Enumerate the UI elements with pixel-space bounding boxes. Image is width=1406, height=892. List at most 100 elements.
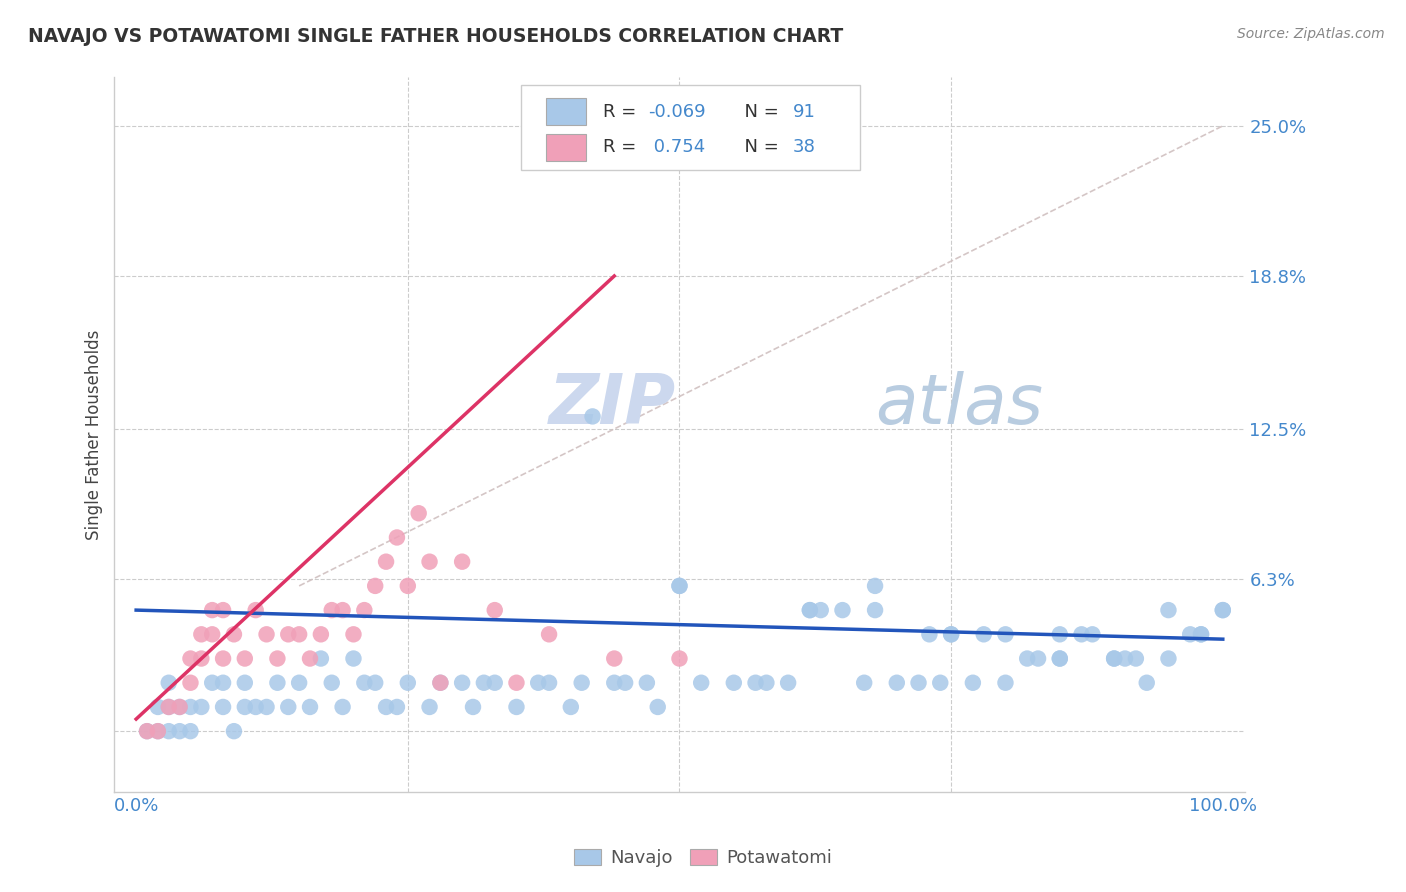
Point [1125, 651, 1147, 665]
Point [1157, 603, 1180, 617]
Point [505, 700, 527, 714]
Point [169, 700, 191, 714]
Point [201, 675, 224, 690]
Point [256, 700, 278, 714]
FancyBboxPatch shape [522, 85, 860, 170]
Point [1081, 627, 1104, 641]
Point [907, 675, 929, 690]
Point [647, 700, 669, 714]
Point [419, 700, 441, 714]
Text: 0.754: 0.754 [648, 138, 704, 156]
Point [212, 675, 235, 690]
Point [212, 603, 235, 617]
Text: ZIP: ZIP [550, 371, 676, 438]
Point [222, 724, 245, 739]
Point [136, 724, 159, 739]
Point [1102, 651, 1125, 665]
Point [451, 555, 474, 569]
Text: N =: N = [733, 138, 785, 156]
Point [636, 675, 658, 690]
Point [353, 603, 375, 617]
Point [962, 675, 984, 690]
Point [799, 603, 821, 617]
Point [723, 675, 745, 690]
Point [831, 603, 853, 617]
Point [222, 627, 245, 641]
Point [169, 724, 191, 739]
Point [190, 627, 212, 641]
Point [179, 651, 201, 665]
Text: -0.069: -0.069 [648, 103, 706, 120]
Point [527, 675, 550, 690]
Point [190, 700, 212, 714]
Point [201, 627, 224, 641]
Point [939, 627, 962, 641]
Bar [546, 98, 586, 125]
Point [288, 675, 311, 690]
Point [190, 651, 212, 665]
Point [157, 675, 180, 690]
Text: atlas: atlas [875, 371, 1043, 438]
Point [571, 675, 593, 690]
Y-axis label: Single Father Households: Single Father Households [86, 329, 103, 540]
Point [298, 651, 321, 665]
Point [1114, 651, 1136, 665]
Point [1157, 651, 1180, 665]
Text: R =: R = [603, 103, 641, 120]
Point [1180, 627, 1202, 641]
Point [1049, 627, 1071, 641]
Point [408, 506, 430, 520]
Point [1212, 603, 1234, 617]
Point [298, 700, 321, 714]
Point [505, 675, 527, 690]
Point [233, 700, 256, 714]
Point [245, 603, 267, 617]
Point [581, 409, 603, 424]
Point [321, 603, 343, 617]
Point [929, 675, 952, 690]
Point [332, 700, 354, 714]
Point [332, 603, 354, 617]
Legend: Navajo, Potawatomi: Navajo, Potawatomi [567, 841, 839, 874]
Point [233, 675, 256, 690]
Point [385, 531, 408, 545]
Text: 38: 38 [793, 138, 815, 156]
Point [396, 579, 419, 593]
Point [538, 675, 561, 690]
Point [342, 627, 364, 641]
Point [385, 700, 408, 714]
Point [484, 603, 506, 617]
Point [353, 675, 375, 690]
Point [1070, 627, 1092, 641]
Point [179, 675, 201, 690]
Point [309, 651, 332, 665]
Point [1049, 651, 1071, 665]
Point [1136, 675, 1159, 690]
Point [1212, 603, 1234, 617]
Bar [546, 134, 586, 161]
Point [375, 555, 398, 569]
Point [277, 627, 299, 641]
Point [668, 579, 690, 593]
Point [146, 724, 169, 739]
Point [266, 675, 288, 690]
Point [179, 724, 201, 739]
Point [342, 651, 364, 665]
Point [157, 700, 180, 714]
Point [939, 627, 962, 641]
Text: N =: N = [733, 103, 785, 120]
Point [886, 675, 908, 690]
Point [266, 651, 288, 665]
Point [1189, 627, 1212, 641]
Point [560, 700, 582, 714]
Point [245, 700, 267, 714]
Point [1049, 651, 1071, 665]
Point [799, 603, 821, 617]
Point [484, 675, 506, 690]
Point [918, 627, 941, 641]
Point [603, 651, 626, 665]
Point [157, 700, 180, 714]
Point [375, 700, 398, 714]
Point [364, 675, 387, 690]
Point [136, 724, 159, 739]
